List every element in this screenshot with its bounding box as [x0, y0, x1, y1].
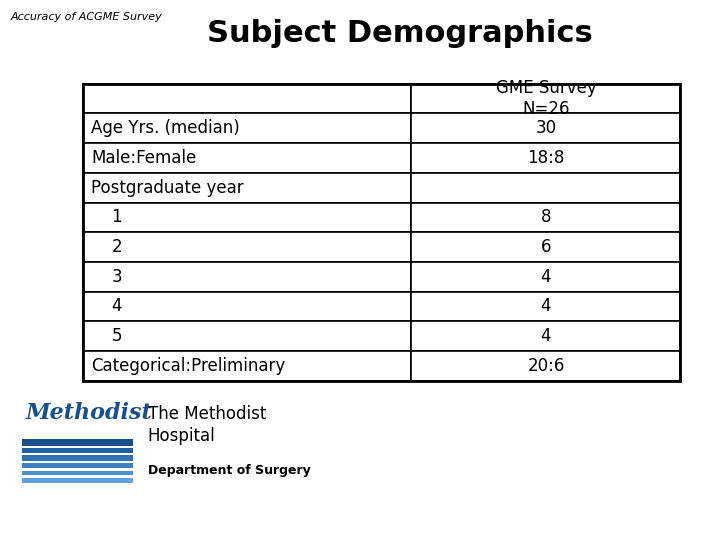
Text: 4: 4	[541, 327, 552, 345]
Text: 18:8: 18:8	[527, 149, 564, 167]
Text: 4: 4	[541, 268, 552, 286]
Text: Department of Surgery: Department of Surgery	[148, 464, 310, 477]
Text: The Methodist
Hospital: The Methodist Hospital	[148, 405, 266, 445]
Text: 4: 4	[541, 298, 552, 315]
Text: 30: 30	[536, 119, 557, 137]
Text: 2: 2	[91, 238, 123, 256]
Text: Postgraduate year: Postgraduate year	[91, 179, 244, 197]
Text: 6: 6	[541, 238, 552, 256]
Text: 8: 8	[541, 208, 552, 226]
Text: 3: 3	[91, 268, 123, 286]
Text: Categorical:Preliminary: Categorical:Preliminary	[91, 357, 286, 375]
Text: Methodist: Methodist	[25, 402, 152, 424]
Text: GME Survey
N=26: GME Survey N=26	[495, 79, 596, 118]
Text: 20:6: 20:6	[527, 357, 564, 375]
Text: Age Yrs. (median): Age Yrs. (median)	[91, 119, 240, 137]
Text: 5: 5	[91, 327, 123, 345]
Text: 1: 1	[91, 208, 123, 226]
Text: 4: 4	[91, 298, 123, 315]
Text: Accuracy of ACGME Survey: Accuracy of ACGME Survey	[11, 12, 163, 22]
Text: Male:Female: Male:Female	[91, 149, 197, 167]
Text: Subject Demographics: Subject Demographics	[207, 19, 593, 48]
